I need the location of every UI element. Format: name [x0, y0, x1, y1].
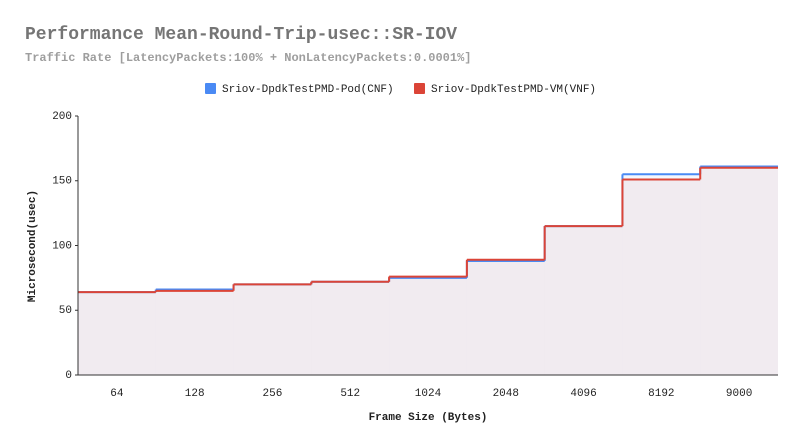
- area-segment: [622, 174, 701, 375]
- chart-title: Performance Mean-Round-Trip-usec::SR-IOV: [25, 25, 457, 45]
- y-tick-label: 150: [52, 176, 72, 188]
- area-segment: [700, 166, 778, 375]
- area-segment: [78, 292, 156, 375]
- area-segment: [155, 289, 234, 375]
- x-tick-label: 2048: [493, 388, 519, 400]
- legend-swatch: [205, 83, 216, 94]
- area-segment: [622, 179, 701, 375]
- area-segment: [311, 281, 390, 375]
- x-tick-label: 9000: [726, 388, 752, 400]
- area-segment: [544, 226, 623, 375]
- x-tick-label: 1024: [415, 388, 442, 400]
- area-segment: [233, 284, 312, 375]
- x-tick-label: 128: [185, 388, 205, 400]
- x-tick-label: 512: [340, 388, 360, 400]
- area-segment: [466, 261, 545, 375]
- area-segment: [700, 167, 778, 375]
- y-tick-label: 50: [59, 305, 72, 317]
- chart-subtitle: Traffic Rate [LatencyPackets:100% + NonL…: [25, 51, 471, 65]
- area-segment: [233, 284, 312, 375]
- area-segment: [466, 259, 545, 375]
- area-segment: [389, 277, 467, 375]
- area-segment: [311, 281, 390, 375]
- legend-swatch: [414, 83, 425, 94]
- x-tick-label: 64: [110, 388, 124, 400]
- legend-label: Sriov-DpdkTestPMD-VM(VNF): [431, 84, 596, 96]
- area-segment: [78, 292, 156, 375]
- y-tick-label: 200: [52, 111, 72, 123]
- y-tick-label: 100: [52, 240, 72, 252]
- x-tick-label: 256: [263, 388, 283, 400]
- x-axis-title: Frame Size (Bytes): [369, 412, 488, 424]
- y-tick-label: 0: [65, 370, 72, 382]
- legend-label: Sriov-DpdkTestPMD-Pod(CNF): [222, 84, 394, 96]
- area-segment: [389, 276, 467, 375]
- x-tick-label: 8192: [648, 388, 674, 400]
- area-segment: [544, 226, 623, 375]
- y-axis-title: Microsecond(usec): [27, 190, 39, 302]
- area-segment: [155, 290, 234, 375]
- x-tick-label: 4096: [570, 388, 596, 400]
